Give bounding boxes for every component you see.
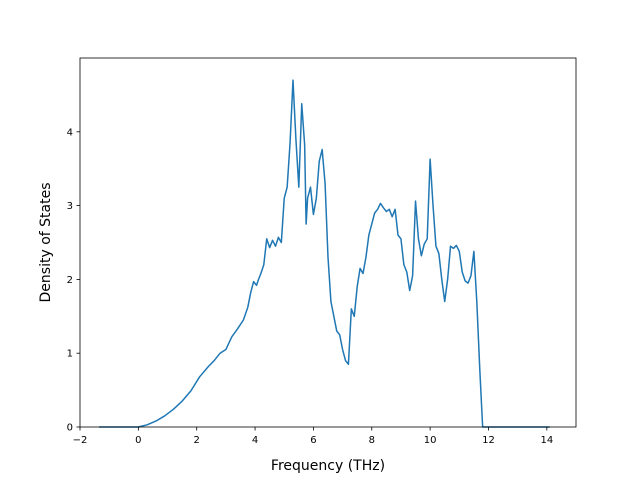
x-axis-label: Frequency (THz) bbox=[271, 458, 385, 474]
y-tick-label: 2 bbox=[67, 275, 73, 286]
y-axis-ticks: 0 1 2 3 4 bbox=[67, 127, 80, 434]
y-axis-label: Density of States bbox=[38, 183, 54, 303]
dos-series-line bbox=[98, 79, 550, 428]
x-tick-label: 6 bbox=[310, 435, 316, 446]
x-tick-label: 10 bbox=[424, 435, 437, 446]
x-tick-label: 2 bbox=[194, 435, 200, 446]
x-tick-label: 12 bbox=[482, 435, 495, 446]
y-tick-label: 3 bbox=[67, 201, 73, 212]
y-tick-label: 1 bbox=[67, 349, 73, 360]
y-tick-label: 0 bbox=[67, 423, 73, 434]
x-tick-label: 8 bbox=[369, 435, 375, 446]
y-tick-label: 4 bbox=[67, 127, 73, 138]
x-axis-ticks: −2 0 2 4 6 8 10 12 14 bbox=[73, 427, 553, 446]
axes-frame bbox=[79, 57, 577, 428]
x-tick-label: 14 bbox=[540, 435, 553, 446]
x-tick-label: −2 bbox=[73, 435, 88, 446]
x-tick-label: 0 bbox=[135, 435, 141, 446]
plot-area bbox=[98, 79, 550, 428]
x-tick-label: 4 bbox=[252, 435, 258, 446]
